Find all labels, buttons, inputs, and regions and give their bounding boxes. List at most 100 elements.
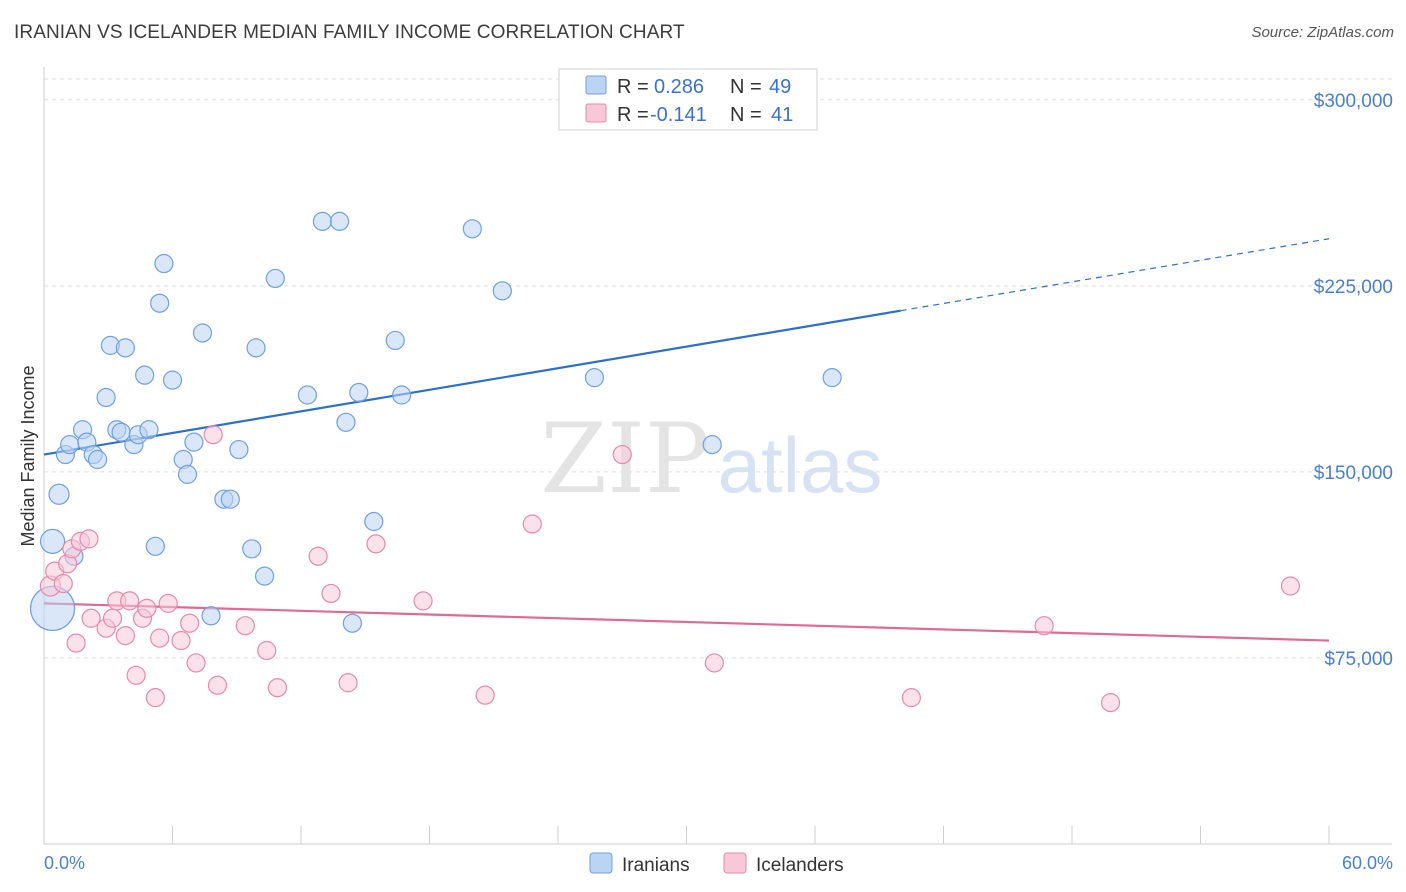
point-iranians-41 — [364, 511, 384, 532]
point-iranians-43 — [392, 385, 412, 405]
point-iranians-1 — [39, 528, 66, 554]
trend-line-0 — [43, 309, 901, 456]
y-tick-label-3: $300,000 — [1314, 91, 1393, 112]
point-iranians-31 — [242, 539, 262, 559]
legend-swatch-iranians — [585, 75, 607, 95]
legend-r-label-iranians: R = — [617, 76, 649, 98]
legend-n-value-iranians: 49 — [769, 76, 791, 98]
point-icelanders-21 — [180, 613, 200, 633]
grid-lines — [44, 78, 1392, 659]
point-icelanders-25 — [235, 616, 255, 636]
point-iranians-21 — [154, 253, 174, 274]
point-icelanders-14 — [126, 665, 146, 685]
watermark-atlas: atlas — [718, 421, 883, 509]
point-iranians-17 — [135, 365, 155, 385]
point-icelanders-5 — [66, 633, 86, 653]
point-iranians-35 — [297, 385, 318, 405]
point-iranians-39 — [342, 613, 362, 633]
point-icelanders-36 — [704, 653, 724, 673]
point-iranians-38 — [336, 412, 356, 432]
x-tick-label-0: 0.0% — [44, 853, 85, 873]
x-tick-label-1: 60.0% — [1342, 853, 1393, 873]
source-label: Source: ZipAtlas.com — [1251, 24, 1394, 41]
point-iranians-44 — [462, 219, 482, 239]
point-icelanders-12 — [115, 626, 135, 646]
bottom-legend: Iranians Icelanders — [589, 852, 844, 876]
bottom-legend-label-icelanders: Icelanders — [756, 855, 844, 876]
point-iranians-9 — [87, 449, 108, 470]
trend-line-dashed-0 — [900, 238, 1330, 312]
point-iranians-26 — [192, 323, 213, 343]
point-iranians-25 — [184, 432, 204, 452]
point-icelanders-34 — [522, 514, 542, 534]
point-iranians-34 — [265, 268, 285, 289]
legend-swatch-icelanders — [585, 103, 607, 123]
point-icelanders-19 — [158, 593, 178, 613]
point-icelanders-28 — [308, 546, 328, 566]
point-icelanders-29 — [321, 583, 341, 604]
watermark: ZIP atlas — [540, 403, 882, 515]
point-iranians-22 — [162, 370, 183, 390]
point-iranians-27 — [201, 606, 221, 626]
legend-r-value-iranians: 0.286 — [654, 76, 704, 98]
x-tick-labels: 0.0% 60.0% — [44, 853, 1393, 873]
point-icelanders-22 — [186, 653, 206, 673]
y-tick-label-0: $75,000 — [1324, 649, 1393, 670]
point-icelanders-17 — [145, 688, 165, 708]
point-icelanders-7 — [79, 529, 99, 549]
point-icelanders-40 — [1280, 576, 1301, 596]
point-icelanders-13 — [120, 591, 140, 611]
y-tick-labels: $75,000 $150,000 $225,000 $300,000 — [1314, 91, 1393, 670]
bottom-legend-swatch-icelanders — [723, 852, 747, 874]
legend-n-label-icelanders: N = — [730, 104, 762, 126]
y-axis-title: Median Family Income — [18, 365, 38, 546]
point-icelanders-2 — [53, 573, 73, 594]
axes — [43, 67, 1392, 845]
point-iranians-29 — [220, 489, 240, 509]
point-icelanders-31 — [366, 534, 386, 554]
point-iranians-20 — [150, 293, 170, 313]
point-iranians-14 — [115, 338, 135, 358]
trend-line-1 — [43, 602, 1330, 642]
legend-n-label-iranians: N = — [730, 76, 762, 98]
point-iranians-19 — [145, 536, 165, 556]
point-iranians-10 — [96, 387, 116, 408]
point-icelanders-23 — [203, 425, 223, 445]
point-iranians-42 — [385, 330, 405, 351]
point-iranians-18 — [139, 420, 159, 440]
chart-title: IRANIAN VS ICELANDER MEDIAN FAMILY INCOM… — [14, 22, 685, 43]
point-iranians-46 — [584, 368, 605, 388]
point-iranians-32 — [246, 338, 266, 358]
point-icelanders-38 — [1034, 616, 1054, 636]
point-icelanders-16 — [137, 598, 157, 618]
point-icelanders-24 — [207, 675, 228, 695]
legend: R = 0.286 N = 49 R = -0.141 N = 41 — [558, 68, 818, 131]
point-icelanders-33 — [475, 685, 495, 705]
point-icelanders-10 — [102, 608, 123, 628]
trend-lines — [43, 238, 1330, 642]
data-points — [29, 211, 1301, 713]
point-icelanders-35 — [612, 444, 632, 465]
point-iranians-36 — [312, 211, 333, 231]
point-iranians-45 — [492, 281, 512, 301]
bottom-legend-label-iranians: Iranians — [622, 855, 690, 876]
legend-r-value-icelanders: -0.141 — [650, 104, 707, 126]
point-icelanders-18 — [150, 628, 170, 648]
point-iranians-40 — [349, 382, 369, 403]
legend-n-value-icelanders: 41 — [771, 104, 793, 126]
point-icelanders-26 — [257, 640, 277, 661]
point-icelanders-8 — [81, 608, 101, 628]
point-iranians-24 — [177, 464, 198, 484]
point-icelanders-37 — [901, 688, 921, 708]
legend-r-label-icelanders: R = — [617, 104, 649, 126]
point-iranians-48 — [822, 368, 842, 388]
point-iranians-30 — [229, 439, 249, 460]
point-iranians-2 — [48, 483, 70, 505]
point-icelanders-27 — [267, 678, 288, 698]
point-icelanders-30 — [338, 673, 358, 693]
point-iranians-37 — [329, 211, 350, 231]
bottom-legend-swatch-iranians — [589, 852, 613, 874]
point-icelanders-20 — [171, 630, 191, 651]
point-iranians-4 — [60, 435, 80, 455]
